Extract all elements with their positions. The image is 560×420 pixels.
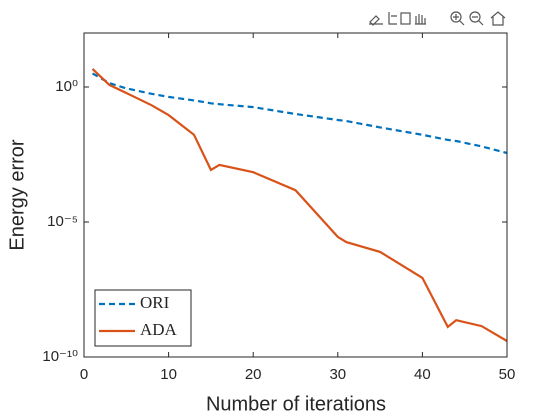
plot-frame [83,32,508,358]
line-series [91,68,508,342]
x-tick-label: 0 [80,366,88,383]
y-tick-label: 10⁻¹⁰ [42,348,78,365]
toolbar-icon[interactable] [469,11,481,23]
x-tick-label: 50 [499,366,516,383]
x-axis-label: Number of iterations [206,393,386,415]
toolbar-icon[interactable] [369,15,383,26]
toolbar-icon[interactable] [388,12,397,25]
toolbar-icon[interactable] [490,11,506,26]
legend-box [94,289,192,347]
x-tick-label: 20 [245,366,262,383]
y-tick-label: 10⁰ [55,78,78,95]
x-tick-label: 10 [160,366,177,383]
y-tick-label: 10⁻⁵ [47,213,78,230]
legend-label: ORI [140,293,170,312]
toolbar-icon[interactable] [415,14,426,25]
toolbar-icon[interactable] [450,11,462,23]
toolbar-icon[interactable] [400,12,411,25]
legend-label: ADA [140,320,178,339]
x-tick-label: 30 [329,366,346,383]
line-series [91,72,508,155]
y-axis-label: Energy error [6,139,28,250]
x-tick-label: 40 [414,366,431,383]
toolbar[interactable] [369,11,506,26]
